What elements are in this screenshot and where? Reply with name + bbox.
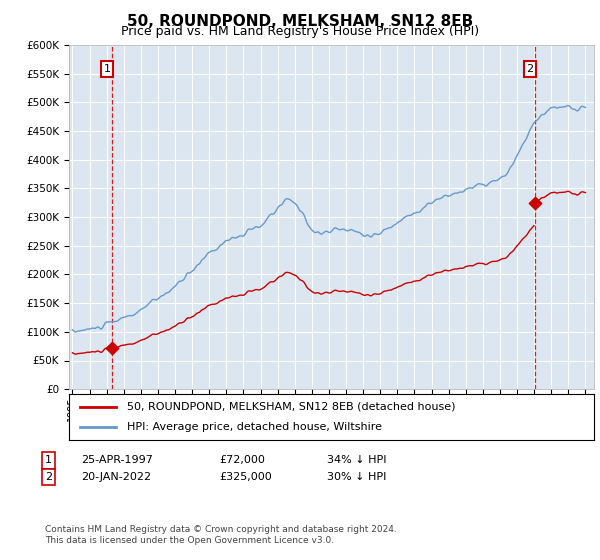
Text: 2: 2 [45,472,52,482]
Text: HPI: Average price, detached house, Wiltshire: HPI: Average price, detached house, Wilt… [127,422,382,432]
Text: £72,000: £72,000 [219,455,265,465]
Point [530,198,540,207]
Point [107,343,117,352]
Text: Price paid vs. HM Land Registry's House Price Index (HPI): Price paid vs. HM Land Registry's House … [121,25,479,38]
Text: 25-APR-1997: 25-APR-1997 [81,455,153,465]
Text: 2: 2 [526,64,533,74]
Text: 20-JAN-2022: 20-JAN-2022 [81,472,151,482]
Text: 34% ↓ HPI: 34% ↓ HPI [327,455,386,465]
Text: 1: 1 [103,64,110,74]
Text: £325,000: £325,000 [219,472,272,482]
Text: 50, ROUNDPOND, MELKSHAM, SN12 8EB (detached house): 50, ROUNDPOND, MELKSHAM, SN12 8EB (detac… [127,402,455,412]
Text: Contains HM Land Registry data © Crown copyright and database right 2024.
This d: Contains HM Land Registry data © Crown c… [45,525,397,545]
Text: 1: 1 [45,455,52,465]
Text: 30% ↓ HPI: 30% ↓ HPI [327,472,386,482]
Text: 50, ROUNDPOND, MELKSHAM, SN12 8EB: 50, ROUNDPOND, MELKSHAM, SN12 8EB [127,14,473,29]
